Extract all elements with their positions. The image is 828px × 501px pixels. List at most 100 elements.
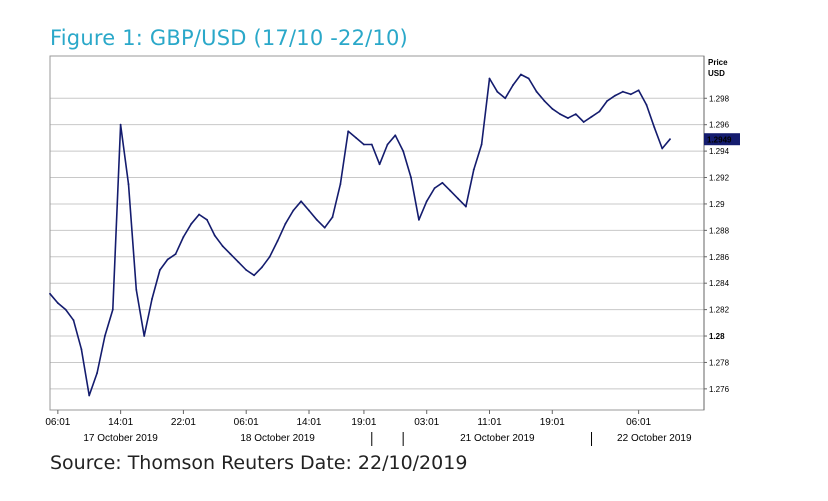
price-series-line xyxy=(49,73,671,397)
y-tick-label-6: 1.288 xyxy=(709,226,730,235)
gridlines xyxy=(50,97,704,390)
data-point-24 xyxy=(237,261,240,263)
data-point-69 xyxy=(590,115,593,118)
data-point-56 xyxy=(488,77,491,80)
last-price-box xyxy=(704,133,740,146)
data-point-12 xyxy=(143,335,146,337)
date-label-3: 22 October 2019 xyxy=(617,433,692,444)
price-series-points xyxy=(49,73,671,397)
data-point-41 xyxy=(370,143,373,146)
y-tick-label-8: 1.292 xyxy=(709,174,730,183)
data-point-57 xyxy=(496,90,499,93)
data-point-4 xyxy=(80,348,83,351)
x-tick-label-8: 19:01 xyxy=(540,417,565,428)
x-tick-label-0: 06:01 xyxy=(45,417,70,428)
data-point-18 xyxy=(190,222,193,225)
data-point-67 xyxy=(574,113,577,115)
data-point-37 xyxy=(339,183,342,186)
data-point-62 xyxy=(535,90,538,93)
x-tick-label-6: 03:01 xyxy=(414,417,439,428)
data-point-28 xyxy=(268,255,271,258)
data-point-51 xyxy=(449,189,452,192)
axis-title-usd: USD xyxy=(708,69,725,78)
data-point-7 xyxy=(104,335,106,337)
data-point-6 xyxy=(96,372,98,374)
data-point-55 xyxy=(480,143,483,146)
y-tick-label-1: 1.278 xyxy=(709,358,730,367)
y-tick-label-2: 1.28 xyxy=(709,332,725,341)
date-label-0: 17 October 2019 xyxy=(83,433,158,444)
x-tick-label-4: 14:01 xyxy=(296,417,321,428)
data-point-1 xyxy=(56,302,59,304)
data-point-66 xyxy=(567,117,569,119)
data-point-50 xyxy=(441,181,444,184)
data-point-77 xyxy=(653,126,656,129)
data-point-65 xyxy=(559,113,561,115)
y-tick-label-5: 1.286 xyxy=(709,253,730,262)
data-point-72 xyxy=(614,94,616,97)
data-point-32 xyxy=(300,200,302,203)
data-point-79 xyxy=(669,138,671,141)
y-tick-label-11: 1.298 xyxy=(709,94,730,103)
data-point-29 xyxy=(276,240,279,242)
data-point-17 xyxy=(182,236,185,238)
data-point-36 xyxy=(331,216,334,219)
data-point-33 xyxy=(308,209,310,212)
date-label-1: 18 October 2019 xyxy=(240,433,315,444)
data-point-43 xyxy=(386,143,389,146)
x-tick-labels: 06:01 14:01 22:01 06:01 14:01 19:01 03:01 11:01… xyxy=(45,410,652,428)
data-point-3 xyxy=(72,319,75,322)
last-price-label: 1.2949 xyxy=(707,136,732,145)
data-point-73 xyxy=(622,90,624,93)
y-tick-label-0: 1.276 xyxy=(709,385,730,394)
figure-title: Figure 1: GBP/USD (17/10 -22/10) xyxy=(50,26,408,50)
data-point-52 xyxy=(457,197,459,200)
data-point-44 xyxy=(394,134,397,137)
data-point-71 xyxy=(606,100,609,102)
data-point-2 xyxy=(64,308,67,311)
x-tick-label-1: 14:01 xyxy=(108,417,133,428)
data-point-39 xyxy=(355,137,357,139)
data-point-76 xyxy=(645,104,648,106)
data-point-38 xyxy=(347,130,350,133)
data-point-63 xyxy=(543,100,546,102)
data-point-70 xyxy=(598,110,601,113)
data-point-25 xyxy=(245,269,248,271)
x-tick-label-5: 19:01 xyxy=(351,417,376,428)
data-point-68 xyxy=(582,121,585,123)
x-tick-label-7: 11:01 xyxy=(477,417,502,428)
data-point-30 xyxy=(284,222,287,225)
data-point-53 xyxy=(465,205,467,208)
data-point-45 xyxy=(402,150,405,153)
data-point-10 xyxy=(127,183,130,186)
data-point-61 xyxy=(527,77,530,80)
data-point-15 xyxy=(166,258,169,261)
date-labels: 17 October 2019 18 October 2019 21 October… xyxy=(83,432,692,446)
date-label-2: 21 October 2019 xyxy=(460,433,535,444)
x-tick-label-9: 06:01 xyxy=(626,417,651,428)
y-tick-label-3: 1.282 xyxy=(709,306,730,315)
data-point-26 xyxy=(253,274,256,277)
source-note: Source: Thomson Reuters Date: 22/10/2019 xyxy=(50,452,468,474)
y-tick-label-4: 1.284 xyxy=(709,279,730,288)
data-point-60 xyxy=(520,73,522,76)
data-point-11 xyxy=(135,288,138,291)
data-point-49 xyxy=(433,187,436,190)
data-point-46 xyxy=(410,176,412,179)
data-point-19 xyxy=(198,213,201,216)
data-point-20 xyxy=(206,218,208,221)
data-point-8 xyxy=(111,308,114,311)
data-point-23 xyxy=(229,253,232,256)
x-tick-label-3: 06:01 xyxy=(234,417,259,428)
data-point-34 xyxy=(315,218,318,221)
axis-title-price: Price xyxy=(708,58,728,67)
y-tick-label-9: 1.294 xyxy=(709,147,730,156)
data-point-64 xyxy=(551,107,554,110)
data-point-59 xyxy=(512,84,514,86)
data-point-47 xyxy=(418,218,420,221)
data-point-13 xyxy=(151,298,153,300)
data-point-27 xyxy=(261,266,263,269)
data-point-35 xyxy=(323,226,326,229)
x-tick-label-2: 22:01 xyxy=(171,417,196,428)
